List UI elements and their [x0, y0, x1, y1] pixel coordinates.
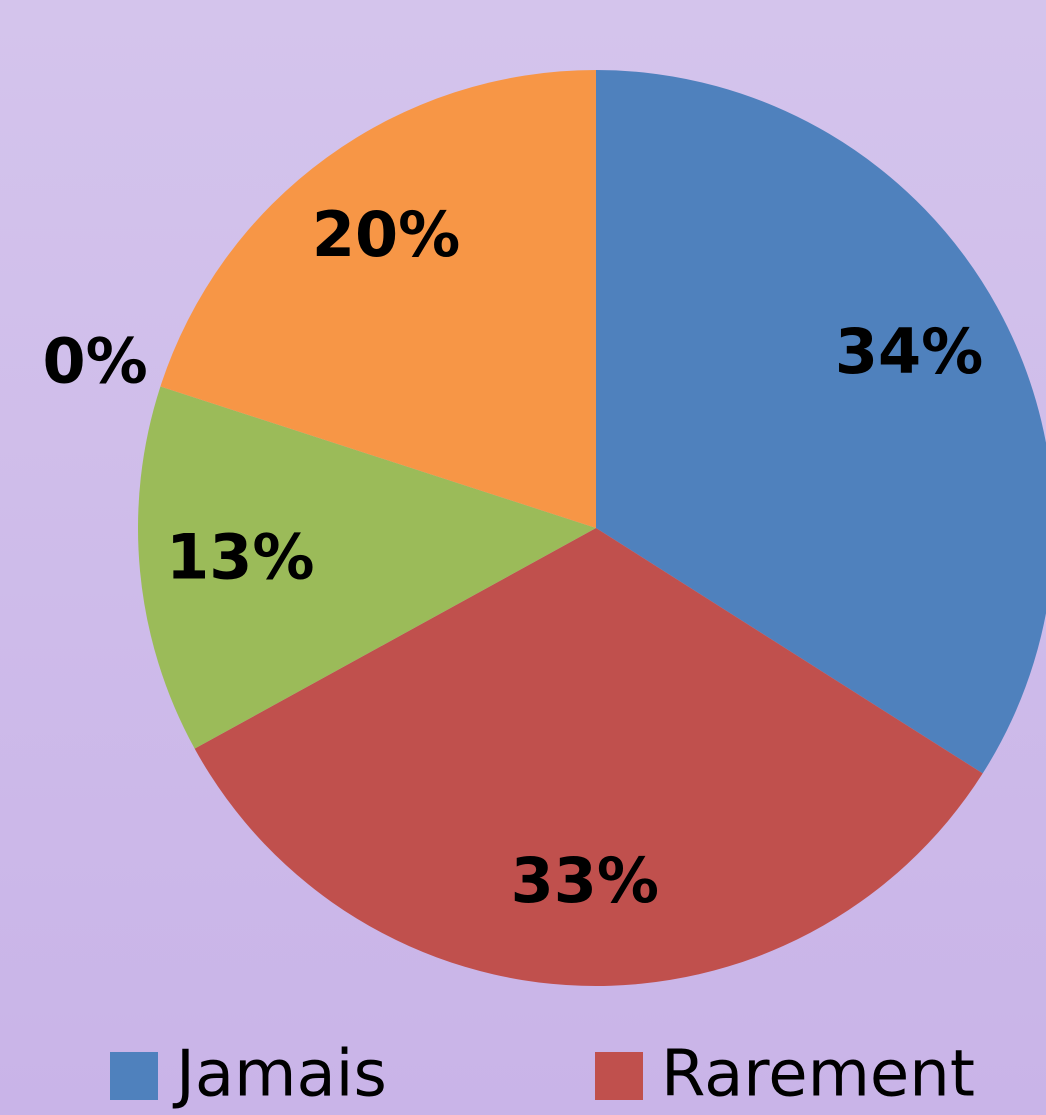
legend-swatch [595, 1052, 643, 1100]
data-label: 0% [42, 324, 147, 397]
pie-slice [194, 528, 983, 987]
pie-slice [596, 70, 1046, 774]
data-label: 33% [511, 844, 659, 917]
data-label: 20% [312, 198, 460, 271]
data-label: 34% [835, 315, 983, 388]
pie-slice [138, 386, 596, 749]
legend-label: Rarement [661, 1038, 975, 1112]
legend-swatch [110, 1052, 158, 1100]
data-label: 13% [166, 521, 314, 594]
legend-label: Jamais [172, 1038, 387, 1112]
pie-slice [160, 70, 596, 528]
